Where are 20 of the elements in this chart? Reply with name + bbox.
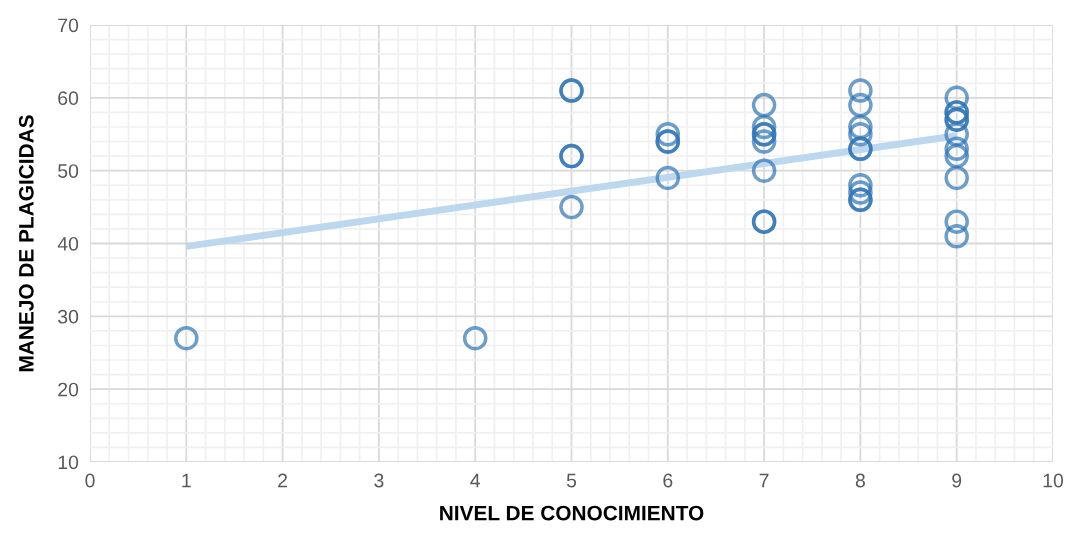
y-axis-title: MANEJO DE PLAGICIDAS bbox=[18, 115, 34, 372]
x-tick-label: 4 bbox=[470, 473, 481, 488]
x-tick-label: 6 bbox=[663, 473, 673, 488]
y-tick-label: 30 bbox=[58, 309, 79, 324]
x-tick-label: 7 bbox=[759, 473, 769, 488]
y-tick-label: 40 bbox=[57, 236, 79, 251]
y-tick-label: 60 bbox=[58, 91, 79, 106]
x-tick-label: 1 bbox=[182, 473, 191, 488]
x-tick-label: 8 bbox=[855, 473, 865, 488]
y-tick-label: 70 bbox=[58, 18, 79, 33]
x-tick-label: 3 bbox=[374, 473, 384, 488]
x-tick-label: 10 bbox=[1043, 473, 1064, 488]
x-axis-title: NIVEL DE CONOCIMIENTO bbox=[440, 505, 704, 521]
x-tick-label: 2 bbox=[278, 473, 288, 488]
y-tick-label: 20 bbox=[58, 382, 79, 397]
x-tick-label: 9 bbox=[952, 473, 962, 488]
y-tick-label: 50 bbox=[58, 164, 79, 178]
y-tick-label: 10 bbox=[58, 455, 79, 470]
x-tick-label: 5 bbox=[566, 473, 577, 488]
x-tick-label: 0 bbox=[85, 473, 95, 488]
